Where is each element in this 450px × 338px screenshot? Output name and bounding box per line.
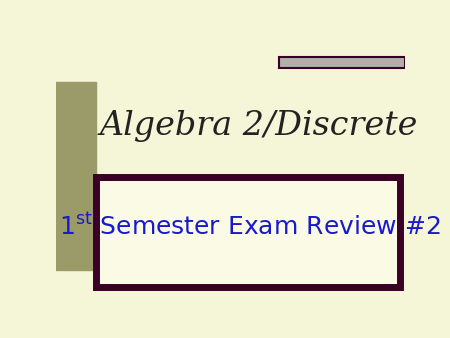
Text: $\mathsf{1}^{\mathsf{st}}$ $\mathsf{Semester\ Exam\ Review\ \#2}$: $\mathsf{1}^{\mathsf{st}}$ $\mathsf{Seme… (59, 213, 441, 240)
Bar (96, 177, 400, 287)
Bar (56, 82, 96, 270)
Bar (279, 57, 405, 68)
Text: Algebra 2/Discrete: Algebra 2/Discrete (99, 111, 418, 142)
